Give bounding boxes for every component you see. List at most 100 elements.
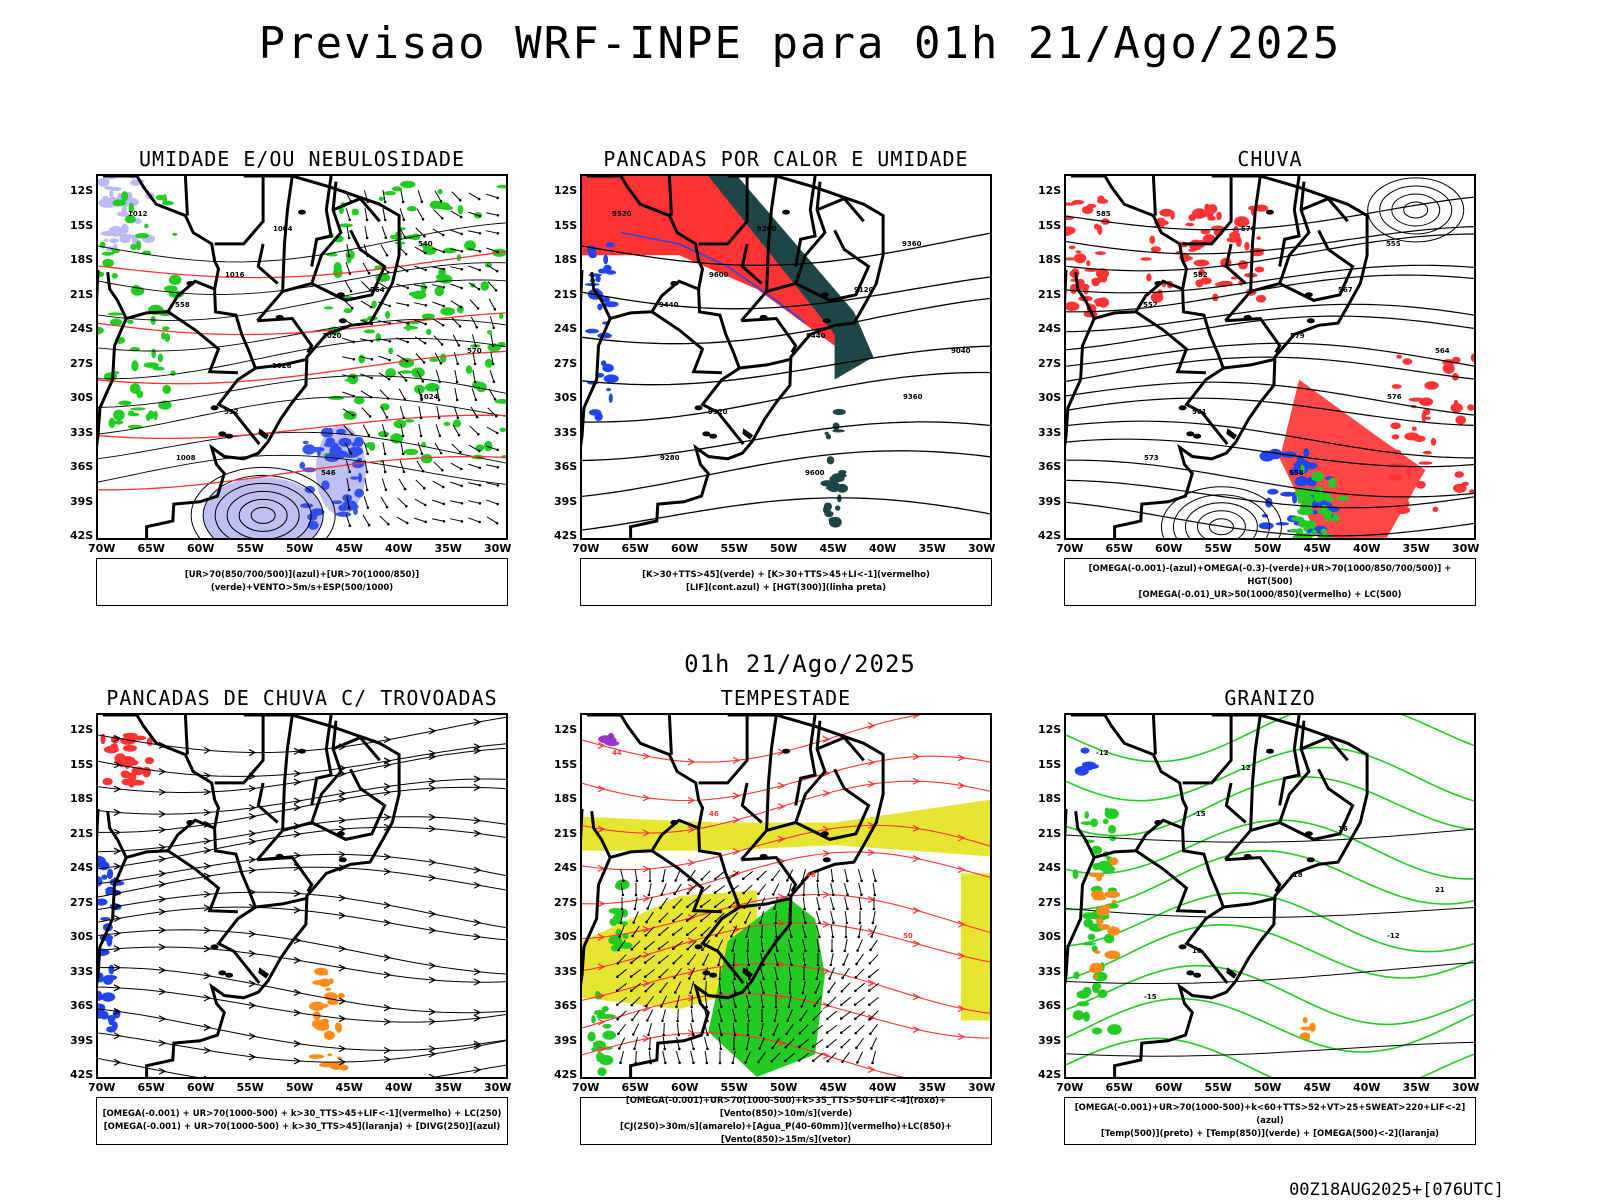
geography-layer [582, 176, 885, 538]
lat-tick-label: 12S [70, 723, 94, 736]
lon-tick-label: 50W [770, 1081, 798, 1094]
map-thunderstorm-showers [96, 713, 508, 1079]
contour-label: 561 [1192, 408, 1207, 416]
lat-tick-label: 18S [554, 792, 578, 805]
lat-tick-label: 12S [554, 723, 578, 736]
lat-tick-label: 15S [1038, 218, 1062, 232]
lat-tick-label: 15S [70, 218, 94, 232]
lat-tick-label: 36S [70, 460, 94, 473]
panel-6-title: GRANIZO [1224, 686, 1316, 710]
lon-tick-label: 30W [968, 1081, 996, 1094]
lat-tick-label: 18S [1038, 253, 1062, 266]
legend-line: [UR>70(850/700/500)](azul)+[UR>70(1000/8… [184, 570, 420, 593]
lon-tick-label: 30W [484, 1081, 512, 1094]
humidity-area-green [323, 180, 506, 464]
humidity-area-green [98, 191, 184, 429]
contour-label: 540 [418, 240, 433, 248]
panel-5-title: TEMPESTADE [720, 686, 852, 710]
lon-tick-label: 45W [819, 1081, 847, 1094]
instability-area-green [708, 176, 874, 380]
lon-tick-label: 55W [1204, 542, 1232, 555]
lat-tick-label: 24S [554, 322, 578, 335]
lat-tick-label: 42S [554, 1068, 578, 1081]
lat-tick-label: 24S [70, 322, 94, 335]
instability-area-red [582, 176, 835, 346]
contour-label: 12 [1241, 764, 1251, 772]
lat-tick-label: 36S [1038, 460, 1062, 473]
streamlines-250hpa [98, 716, 506, 1077]
lon-tick-label: 60W [1155, 1081, 1183, 1094]
contour-label: 9600 [805, 469, 825, 477]
lon-tick-label: 40W [1353, 1081, 1381, 1094]
lon-tick-label: 45W [1303, 1081, 1331, 1094]
legend-line: [LIF](cont.azul) + [HGT(300)](linha pret… [685, 583, 887, 593]
lat-tick-label: 15S [1038, 757, 1062, 771]
contour-label: 558 [175, 301, 190, 309]
lon-tick-label: 35W [918, 1081, 946, 1094]
lat-tick-label: 18S [554, 253, 578, 266]
main-title: Previsao WRF-INPE para 01h 21/Ago/2025 [258, 18, 1342, 69]
lon-tick-label: 65W [621, 542, 649, 555]
jet-stream-area-yellow [582, 890, 757, 1010]
legend-line: [K>30+TTS>45](verde) + [K>30+TTS>45+LI<-… [642, 570, 930, 580]
panel-4-title: PANCADAS DE CHUVA C/ TROVOADAS [106, 686, 498, 710]
contour-label: 48 [806, 871, 816, 879]
contour-label: 21 [1435, 886, 1445, 894]
lat-tick-label: 39S [554, 1033, 578, 1047]
lon-tick-label: 55W [1204, 1081, 1232, 1094]
legend-line: [OMEGA(-0.001) + UR>70(1000-500) + k>30_… [103, 1122, 501, 1132]
height-labels: 9520 9600 9440 9360 9280 9200 9120 9040 9520 9600… [612, 210, 971, 477]
contour-label: 1016 [225, 271, 245, 279]
panel-2-title: PANCADAS POR CALOR E UMIDADE [603, 147, 969, 171]
contour-label: 552 [1143, 301, 1158, 309]
lon-tick-label: 35W [434, 542, 462, 555]
contour-label: 582 [1193, 271, 1208, 279]
lat-tick-label: 21S [70, 287, 94, 301]
humidity-area-blue [299, 427, 365, 530]
contour-label: 9120 [854, 286, 874, 294]
legend-line: [OMEGA(-0.001)+UR>70(1000-500)+k<60+TTS>… [1074, 1102, 1466, 1126]
contour-label: 570 [1241, 225, 1256, 233]
lat-tick-label: 21S [554, 287, 578, 301]
contour-label: 552 [224, 408, 239, 416]
lat-tick-label: 33S [1038, 964, 1062, 978]
precipitable-water-labels: 44 46 48 50 [612, 749, 913, 940]
lon-tick-label: 70W [1056, 1081, 1084, 1094]
lon-tick-label: 70W [88, 542, 116, 555]
lat-tick-label: 33S [1038, 425, 1062, 439]
map-heat-showers: 9520 9600 9440 9360 9280 9200 9120 9040 9520 9600… [580, 174, 992, 540]
map-rain: 585 582 579 576 573 570 567 564 561 558 555 552 [1064, 174, 1476, 540]
lon-tick-label: 60W [671, 1081, 699, 1094]
contour-label: 1020 [322, 332, 342, 340]
geography-layer [582, 715, 885, 1077]
wind-850-area-green [708, 896, 825, 1077]
contour-label: 9440 [806, 332, 826, 340]
lon-tick-label: 55W [236, 1081, 264, 1094]
lon-tick-label: 50W [286, 542, 314, 555]
contour-label: 546 [321, 469, 336, 477]
contour-label: 9040 [951, 347, 971, 355]
lon-tick-label: 30W [484, 542, 512, 555]
contour-label: 555 [1386, 240, 1401, 248]
lat-tick-label: 33S [554, 964, 578, 978]
lon-tick-label: 35W [918, 542, 946, 555]
lat-tick-label: 30S [554, 391, 578, 404]
low-height-contours [1160, 486, 1282, 538]
geography-layer [1066, 715, 1369, 1077]
lon-tick-label: 40W [385, 1081, 413, 1094]
rain-area-red [1388, 353, 1474, 514]
legend-line: [Temp(500)](preto) + [Temp(850)](verde) … [1100, 1128, 1440, 1139]
lon-tick-label: 60W [187, 542, 215, 555]
contour-label: 564 [1435, 347, 1450, 355]
panel-3-legend: [OMEGA(-0.001)-(azul)+OMEGA(-0.3)-(verde… [1064, 558, 1476, 606]
legend-line: [CJ(250)>30m/s](amarelo)+[Agua_P(40-60mm… [619, 1122, 953, 1145]
severe-storm-area-purple [598, 732, 620, 747]
lat-tick-label: 12S [70, 184, 94, 197]
lon-tick-label: 40W [869, 1081, 897, 1094]
lat-tick-label: 27S [554, 895, 578, 909]
lon-tick-label: 65W [137, 1081, 165, 1094]
lon-tick-label: 40W [1353, 542, 1381, 555]
lat-tick-label: 39S [70, 1033, 94, 1047]
contour-label: 18 [1192, 947, 1202, 955]
lat-tick-label: 24S [554, 861, 578, 874]
